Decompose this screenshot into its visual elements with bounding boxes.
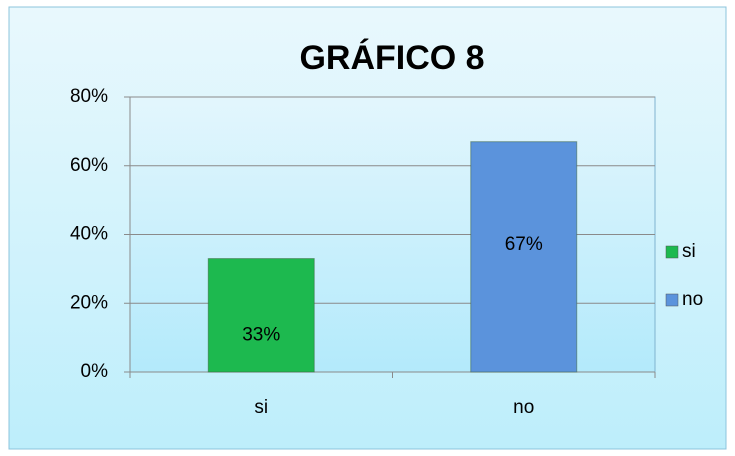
legend-label: si bbox=[682, 241, 696, 262]
y-tick-label: 0% bbox=[81, 361, 109, 382]
legend-label: no bbox=[682, 289, 703, 310]
legend-swatch bbox=[665, 293, 679, 307]
y-tick-label: 40% bbox=[70, 224, 108, 245]
chart-title: GRÁFICO 8 bbox=[299, 39, 484, 77]
x-tick-label: si bbox=[254, 397, 268, 418]
y-tick-label: 20% bbox=[70, 292, 108, 313]
x-tick-label: no bbox=[513, 397, 534, 418]
value-label: 67% bbox=[505, 234, 543, 255]
legend-swatch bbox=[665, 245, 679, 259]
bar bbox=[470, 141, 578, 373]
bar bbox=[207, 258, 315, 373]
y-tick-label: 60% bbox=[70, 155, 108, 176]
y-tick-label: 80% bbox=[70, 86, 108, 107]
value-label: 33% bbox=[242, 324, 280, 345]
